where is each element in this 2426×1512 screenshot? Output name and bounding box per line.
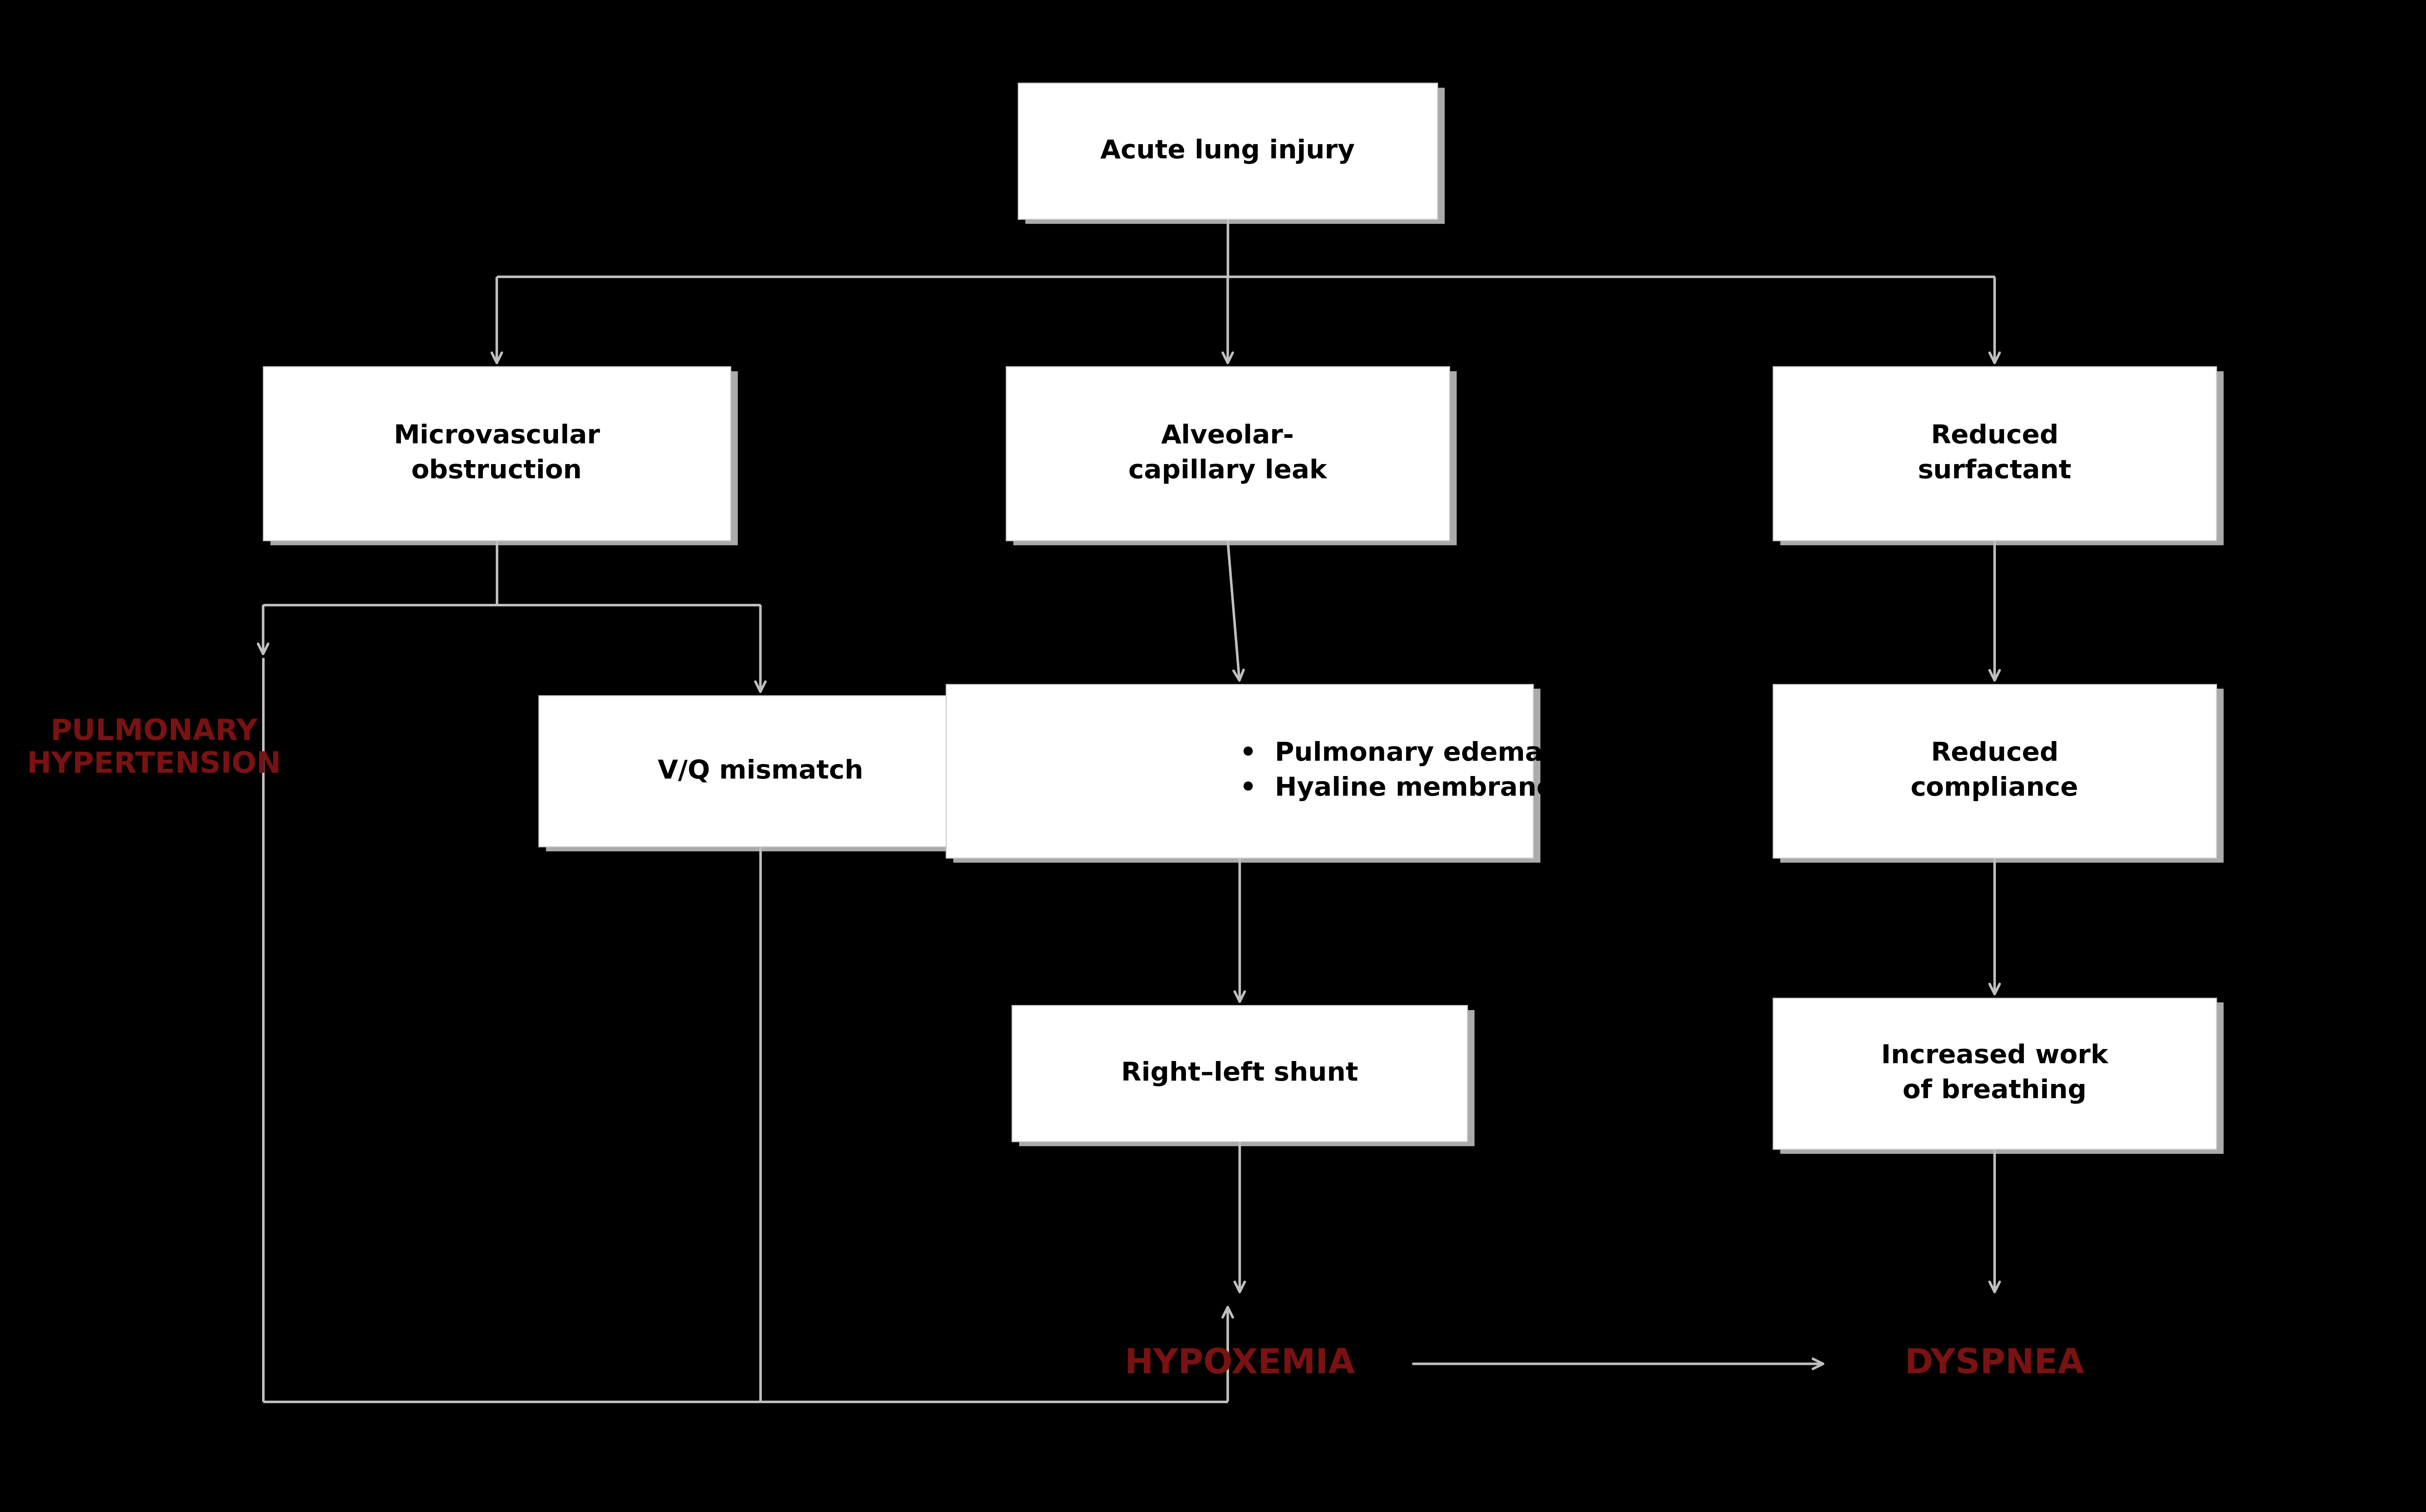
Text: •  Pulmonary edema
•  Hyaline membrane: • Pulmonary edema • Hyaline membrane (1240, 741, 1555, 801)
Text: HYPOXEMIA: HYPOXEMIA (1123, 1347, 1356, 1380)
FancyBboxPatch shape (1026, 88, 1443, 224)
FancyBboxPatch shape (1781, 1002, 2225, 1154)
Text: Increased work
of breathing: Increased work of breathing (1880, 1043, 2108, 1104)
Text: DYSPNEA: DYSPNEA (1904, 1347, 2084, 1380)
Text: V/Q mismatch: V/Q mismatch (657, 759, 864, 783)
Text: PULMONARY
HYPERTENSION: PULMONARY HYPERTENSION (27, 718, 281, 779)
FancyBboxPatch shape (1012, 1005, 1468, 1142)
FancyBboxPatch shape (1014, 372, 1456, 546)
Text: Alveolar-
capillary leak: Alveolar- capillary leak (1128, 423, 1327, 484)
FancyBboxPatch shape (1773, 998, 2217, 1149)
Text: Reduced
compliance: Reduced compliance (1912, 741, 2079, 801)
FancyBboxPatch shape (1773, 367, 2217, 541)
FancyBboxPatch shape (269, 372, 738, 546)
FancyBboxPatch shape (1781, 372, 2225, 546)
FancyBboxPatch shape (1781, 689, 2225, 862)
FancyBboxPatch shape (262, 367, 730, 541)
FancyBboxPatch shape (946, 683, 1533, 859)
Text: Acute lung injury: Acute lung injury (1101, 139, 1356, 163)
FancyBboxPatch shape (539, 696, 983, 847)
FancyBboxPatch shape (1007, 367, 1448, 541)
Text: Reduced
surfactant: Reduced surfactant (1917, 423, 2072, 484)
Text: Right–left shunt: Right–left shunt (1121, 1061, 1359, 1086)
FancyBboxPatch shape (1773, 683, 2217, 859)
FancyBboxPatch shape (1019, 83, 1439, 219)
FancyBboxPatch shape (953, 689, 1541, 862)
Text: Microvascular
obstruction: Microvascular obstruction (393, 423, 599, 484)
FancyBboxPatch shape (546, 700, 990, 851)
FancyBboxPatch shape (1019, 1010, 1475, 1146)
